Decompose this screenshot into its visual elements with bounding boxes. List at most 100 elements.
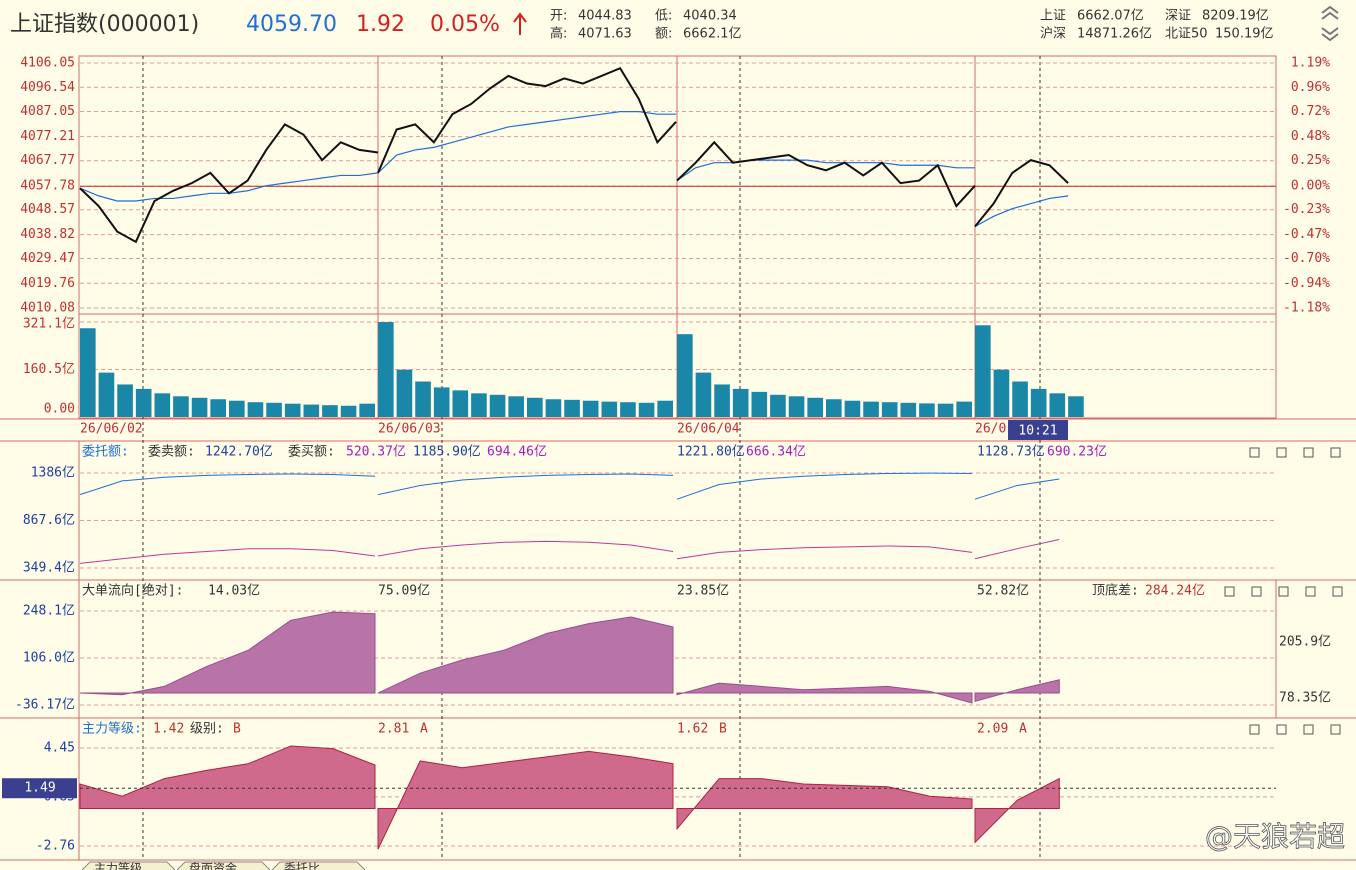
- grade-value: B: [233, 722, 241, 737]
- volume-bar: [807, 397, 823, 417]
- volume-bar: [173, 396, 189, 417]
- pct-label: -0.94%: [1283, 276, 1330, 291]
- scroll-button[interactable]: [1321, 5, 1339, 42]
- panel-button[interactable]: [1330, 447, 1341, 458]
- volume-bar: [751, 391, 768, 417]
- sell-value: 1242.70亿: [205, 445, 273, 460]
- volume-bar: [545, 399, 562, 417]
- order-line: [974, 539, 1060, 560]
- sell-value: 1221.80亿: [677, 445, 745, 460]
- level-area: [79, 745, 376, 809]
- pct-label: 0.48%: [1291, 129, 1330, 144]
- y-tick-label: 160.5亿: [23, 362, 75, 377]
- header: 上证指数(000001) 4059.70 1.92 0.05% 开: 4044.…: [10, 5, 1339, 42]
- y-tick-label: 4077.21: [20, 129, 75, 144]
- volume-bar: [788, 396, 805, 417]
- date-label: 26/06/04: [677, 422, 740, 437]
- y-tick-label: 4010.08: [20, 301, 75, 316]
- y-tick-label: 0.00: [44, 402, 75, 417]
- volume-bar: [695, 372, 712, 417]
- volume-bar: [415, 381, 431, 417]
- volume-bar: [975, 325, 991, 417]
- amount-label: 额:: [655, 27, 672, 42]
- watermark: @天狼若超: [1205, 820, 1345, 853]
- y-tick-label: 248.1亿: [23, 604, 75, 619]
- price-line: [79, 123, 379, 244]
- tab[interactable]: [271, 861, 366, 870]
- price-line: [974, 159, 1069, 228]
- panel-button[interactable]: [1305, 586, 1316, 597]
- volume-bar: [154, 393, 171, 417]
- date-label: 26/06/03: [378, 422, 441, 437]
- panel-button[interactable]: [1278, 586, 1289, 597]
- flow-area: [377, 616, 674, 694]
- open-label: 开:: [550, 9, 567, 24]
- badge-value: 1.49: [24, 781, 55, 796]
- y-tick-label: 4.45: [44, 741, 75, 756]
- level-value: 2.09: [977, 722, 1008, 737]
- pct-label: -0.23%: [1283, 202, 1330, 217]
- low: 4040.34: [683, 9, 737, 24]
- grade-label: 级别:: [190, 722, 224, 737]
- volume-bar: [378, 322, 394, 417]
- volume-bar: [601, 401, 618, 417]
- panel-button[interactable]: [1303, 724, 1314, 735]
- panel-button[interactable]: [1224, 586, 1235, 597]
- y-tick-label: 106.0亿: [23, 650, 75, 665]
- time-badge-bg: [1008, 420, 1068, 440]
- tab[interactable]: [176, 861, 271, 870]
- buy-value: 666.34亿: [746, 445, 806, 460]
- open: 4044.83: [578, 9, 632, 24]
- order-line: [974, 478, 1060, 500]
- panel-button[interactable]: [1330, 724, 1341, 735]
- level-area: [676, 778, 973, 831]
- panel-button[interactable]: [1332, 586, 1343, 597]
- buy-value: 694.46亿: [487, 445, 547, 460]
- market-value: 150.19亿: [1215, 27, 1274, 42]
- level-value: 1.42: [153, 722, 184, 737]
- sell-label: 委卖额:: [148, 445, 195, 460]
- buy-value: 690.23亿: [1047, 445, 1107, 460]
- level-value: 2.81: [378, 722, 409, 737]
- volume-bar: [433, 387, 450, 417]
- time-badge: 10:21: [1018, 424, 1057, 439]
- market-name: 北证50: [1165, 27, 1208, 42]
- panel-button[interactable]: [1276, 447, 1287, 458]
- volume-bar: [322, 405, 338, 417]
- panel-button[interactable]: [1251, 586, 1262, 597]
- tab[interactable]: [81, 861, 176, 870]
- panel-button[interactable]: [1249, 447, 1260, 458]
- last-price: 4059.70: [246, 12, 337, 37]
- volume-bar: [770, 394, 786, 417]
- pct-label: 0.00%: [1291, 179, 1330, 194]
- volume-bar: [284, 403, 301, 417]
- avg-line: [974, 195, 1069, 228]
- panel-button[interactable]: [1303, 447, 1314, 458]
- volume-bar: [117, 384, 133, 417]
- y-tick-label: -36.17亿: [15, 698, 75, 713]
- volume-bar: [1068, 396, 1084, 417]
- diff-label: 顶底差:: [1092, 583, 1139, 599]
- volume-bar: [714, 384, 730, 417]
- volume-bar: [657, 400, 673, 417]
- panel-title: 委托额:: [82, 445, 129, 460]
- volume-bar: [471, 393, 487, 417]
- order-line: [676, 545, 973, 560]
- sell-value: 1185.90亿: [413, 445, 481, 460]
- volume-bar: [638, 402, 655, 417]
- volume-bar: [620, 402, 636, 417]
- volume-bar: [1049, 393, 1066, 417]
- flow-area: [79, 611, 376, 696]
- panel-button[interactable]: [1249, 724, 1260, 735]
- market-name: 沪深: [1040, 26, 1066, 42]
- volume-bar: [863, 401, 879, 417]
- tab-label: 委托比: [284, 862, 320, 870]
- y-tick-label: 4057.78: [20, 179, 75, 194]
- y-tick-label: 4067.77: [20, 153, 75, 168]
- level-area: [974, 777, 1060, 844]
- panel-button[interactable]: [1276, 724, 1287, 735]
- volume-bar: [826, 399, 842, 417]
- y-tick-label: 867.6亿: [23, 513, 75, 528]
- order-line: [377, 540, 674, 557]
